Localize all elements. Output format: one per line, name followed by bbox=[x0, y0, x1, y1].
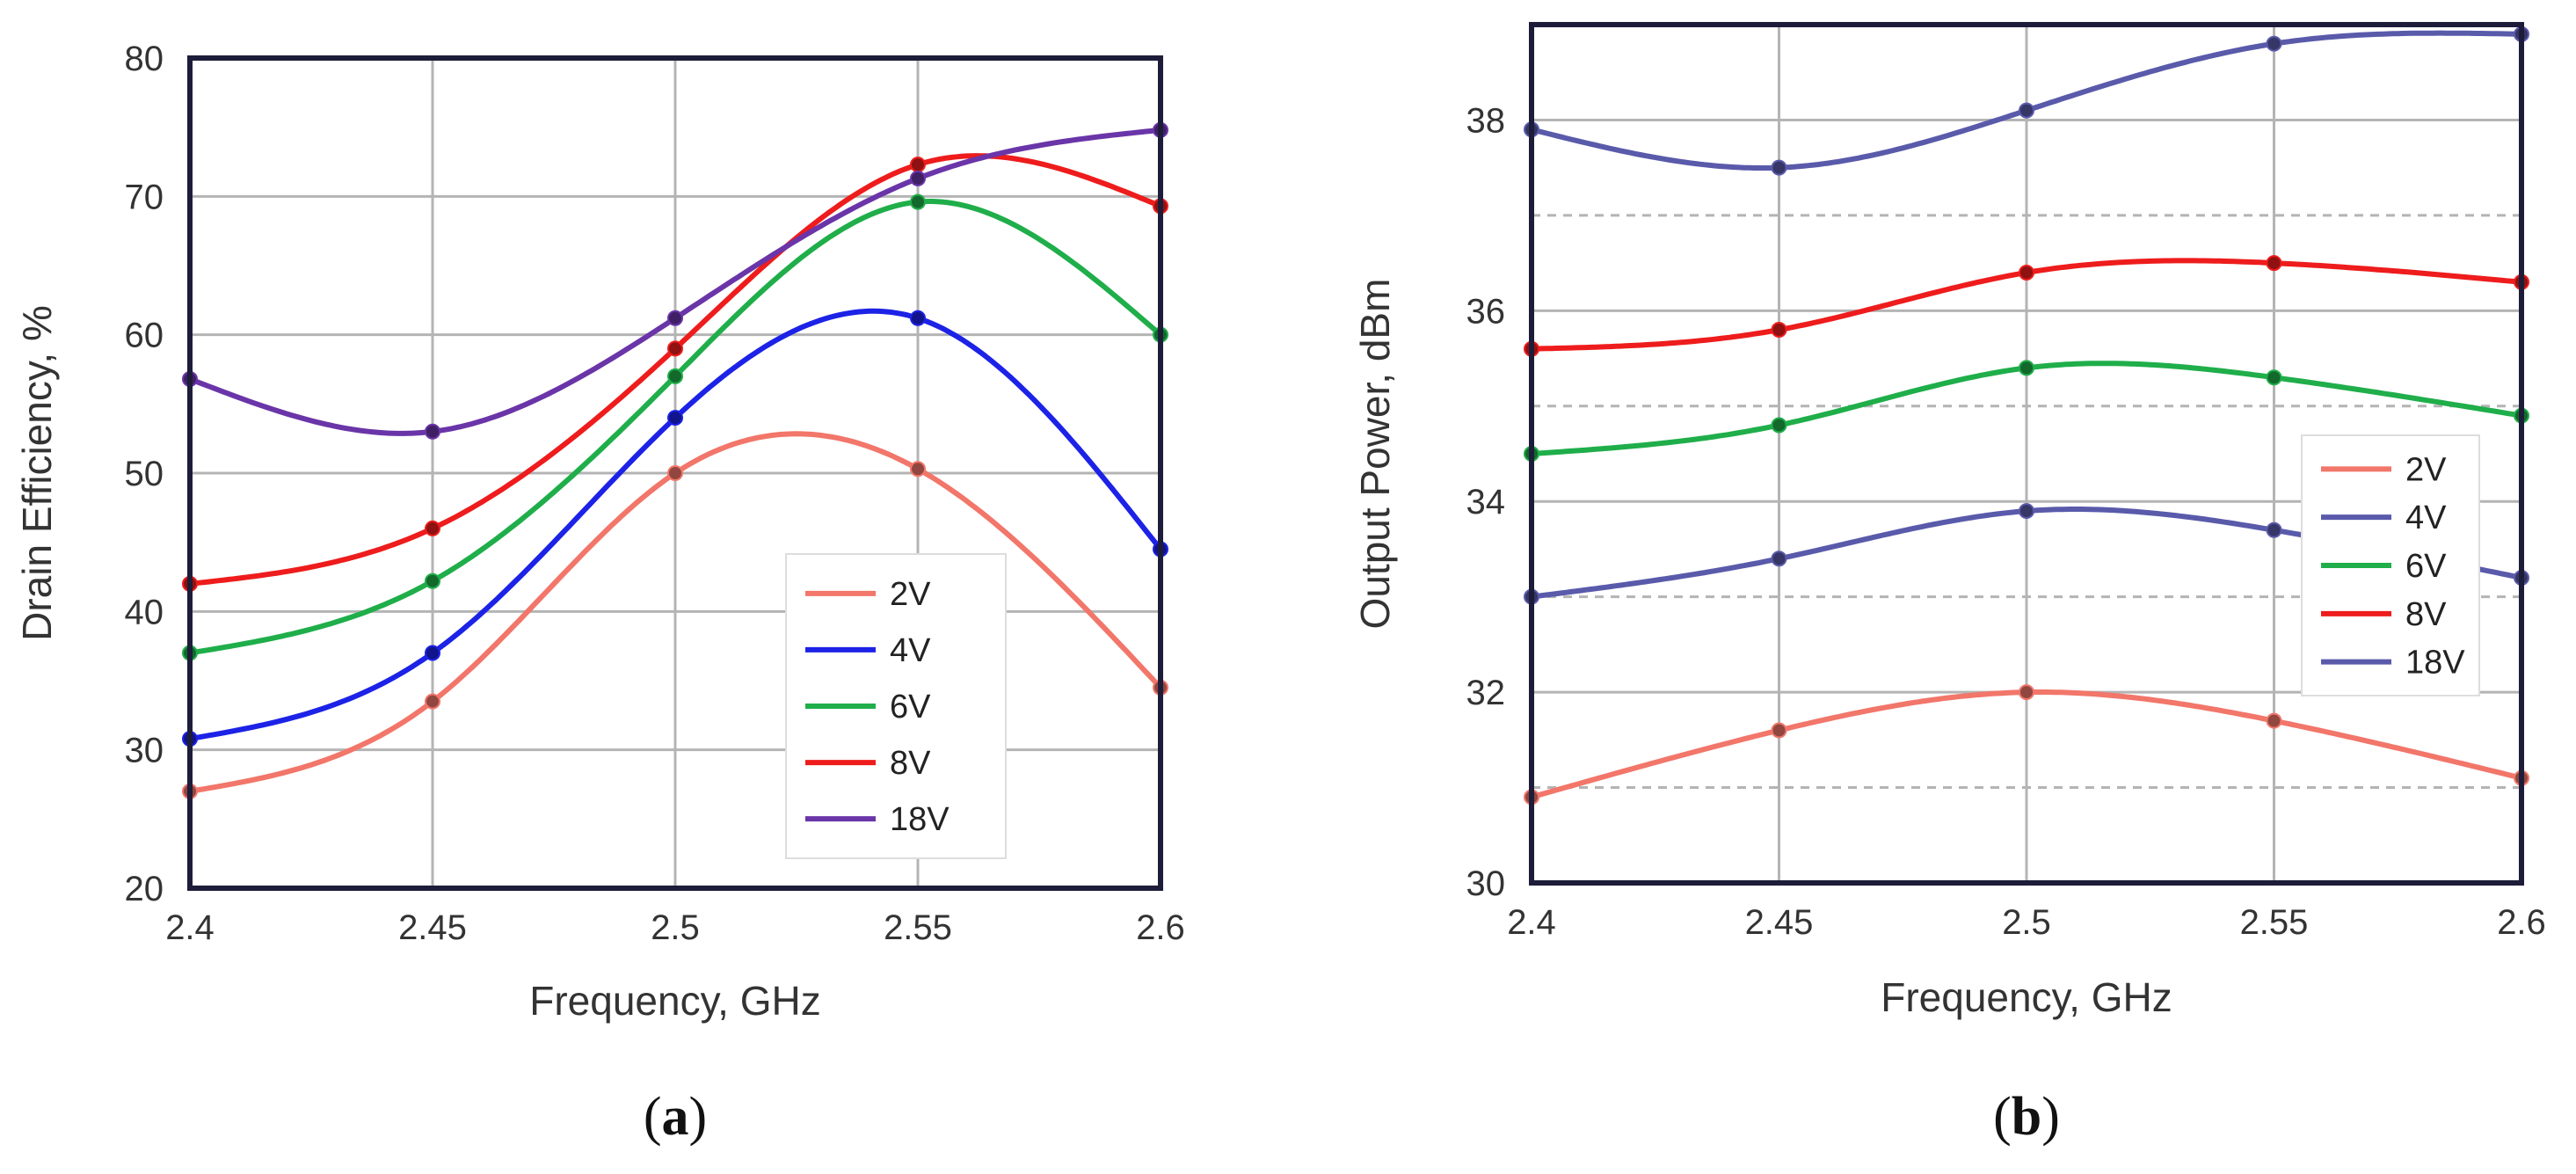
y-tick-label: 80 bbox=[125, 40, 164, 78]
panel-label-open: ( bbox=[644, 1087, 662, 1147]
data-point-6V bbox=[2266, 369, 2282, 386]
legend-label-4V: 4V bbox=[890, 632, 931, 669]
data-point-8V bbox=[2019, 264, 2034, 281]
legend-label-18V: 18V bbox=[2405, 645, 2465, 682]
panel-label-letter: a bbox=[662, 1087, 689, 1147]
data-point-4V bbox=[1771, 551, 1787, 567]
y-tick-label: 20 bbox=[125, 870, 164, 908]
data-point-18V bbox=[1771, 159, 1787, 176]
x-axis-label: Frequency, GHz bbox=[1881, 974, 2172, 1020]
panel-label-close: ) bbox=[2041, 1087, 2060, 1147]
data-point-8V bbox=[2266, 255, 2282, 272]
chart-panel-a: 2.4 2.45 2.5 2.55 2.6 20 30 40 50 60 70 80 Frequency… bbox=[14, 40, 1185, 1147]
legend-label-2V: 2V bbox=[890, 576, 931, 613]
y-tick-label: 36 bbox=[1466, 292, 1506, 331]
x-tick-label: 2.4 bbox=[165, 908, 215, 947]
data-point-8V bbox=[425, 520, 440, 536]
panel-label: (b) bbox=[1993, 1087, 2060, 1147]
chart-panel-b: 2.4 2.45 2.5 2.55 2.6 30 32 34 36 38 Frequency, GH… bbox=[1352, 22, 2546, 1147]
data-point-8V bbox=[667, 340, 683, 357]
data-point-4V bbox=[425, 645, 440, 661]
data-point-4V bbox=[910, 310, 926, 326]
x-tick-label: 2.4 bbox=[1507, 903, 1556, 942]
data-point-4V bbox=[2019, 503, 2034, 520]
y-tick-label: 40 bbox=[125, 593, 164, 631]
data-point-4V bbox=[2266, 521, 2282, 538]
y-tick-label: 32 bbox=[1466, 674, 1506, 712]
data-point-4V bbox=[667, 410, 683, 427]
y-tick-label: 38 bbox=[1466, 101, 1506, 140]
data-point-18V bbox=[910, 170, 926, 186]
data-point-6V bbox=[667, 368, 683, 384]
data-point-2V bbox=[1771, 722, 1787, 739]
y-tick-label: 30 bbox=[125, 732, 164, 770]
x-tick-label: 2.55 bbox=[884, 908, 952, 947]
x-tick-label: 2.55 bbox=[2240, 903, 2309, 942]
y-axis-label: Drain Efficiency, % bbox=[14, 305, 60, 641]
legend: 2V 4V 6V 8V 18V bbox=[2301, 434, 2480, 696]
panel-label-close: ) bbox=[689, 1087, 708, 1147]
data-point-2V bbox=[910, 461, 926, 478]
legend-label-6V: 6V bbox=[2405, 548, 2447, 585]
data-point-18V bbox=[667, 310, 683, 326]
data-point-6V bbox=[425, 572, 440, 589]
x-tick-label: 2.5 bbox=[2002, 903, 2051, 942]
x-tick-label: 2.45 bbox=[398, 908, 467, 947]
legend-label-2V: 2V bbox=[2405, 451, 2447, 488]
plot-frame bbox=[1529, 22, 2524, 886]
data-point-2V bbox=[425, 693, 440, 710]
panel-label: (a) bbox=[644, 1087, 707, 1147]
legend-label-4V: 4V bbox=[2405, 499, 2447, 536]
legend-label-6V: 6V bbox=[890, 689, 931, 726]
legend-label-8V: 8V bbox=[2405, 596, 2447, 633]
plot-frame bbox=[187, 55, 1163, 891]
panel-label-letter: b bbox=[2012, 1087, 2041, 1147]
x-tick-label: 2.6 bbox=[2497, 903, 2546, 942]
data-point-18V bbox=[425, 423, 440, 440]
legend: 2V 4V 6V 8V 18V bbox=[785, 553, 1007, 859]
data-point-6V bbox=[1771, 417, 1787, 434]
x-tick-label: 2.5 bbox=[651, 908, 700, 947]
x-tick-label: 2.6 bbox=[1136, 908, 1185, 947]
y-tick-label: 34 bbox=[1466, 483, 1506, 521]
data-point-8V bbox=[910, 157, 926, 173]
panel-label-open: ( bbox=[1993, 1087, 2012, 1147]
x-axis-label: Frequency, GHz bbox=[529, 978, 820, 1024]
legend-label-18V: 18V bbox=[890, 801, 950, 838]
data-point-8V bbox=[1771, 322, 1787, 339]
legend-label-8V: 8V bbox=[890, 745, 931, 782]
y-tick-label: 70 bbox=[125, 178, 164, 216]
data-point-2V bbox=[667, 465, 683, 481]
data-point-6V bbox=[910, 193, 926, 210]
y-axis-label: Output Power, dBm bbox=[1352, 279, 1398, 630]
data-point-18V bbox=[2266, 35, 2282, 52]
y-tick-label: 30 bbox=[1466, 864, 1506, 903]
x-tick-label: 2.45 bbox=[1745, 903, 1814, 942]
data-point-6V bbox=[2019, 360, 2034, 376]
y-tick-label: 50 bbox=[125, 455, 164, 493]
data-point-2V bbox=[2019, 684, 2034, 701]
data-point-18V bbox=[2019, 102, 2034, 119]
y-tick-label: 60 bbox=[125, 317, 164, 355]
data-point-2V bbox=[2266, 712, 2282, 729]
